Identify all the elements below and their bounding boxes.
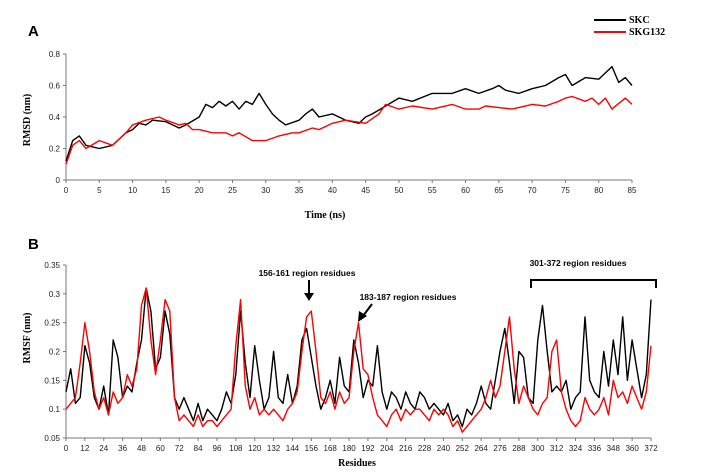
panel-b-xtick-label: 372 — [644, 444, 658, 453]
panel-a-series-skg132 — [65, 95, 633, 165]
panel-a-xtick-label: 20 — [195, 186, 204, 195]
panel-b-xtick-label: 120 — [248, 444, 262, 453]
panel-a-plot: 0 0.2 0.4 0.6 0.8 0 5 10 15 20 25 30 35 40 45 50 55 60 65 7… — [49, 50, 637, 195]
panel-b-ytick-label: 0.15 — [44, 376, 60, 385]
panel-b-xtick-label: 132 — [267, 444, 281, 453]
panel-a-xtick-label: 80 — [594, 186, 603, 195]
panel-b-xtick-label: 312 — [550, 444, 564, 453]
panel-b-xtick-label: 300 — [531, 444, 545, 453]
panel-b-ytick-label: 0.1 — [49, 405, 61, 414]
annotation-arrow-183-187 — [362, 303, 373, 317]
panel-b-xtick-label: 48 — [137, 444, 146, 453]
panel-a-xlabel: Time (ns) — [305, 210, 346, 221]
annotation-301-372: 301-372 region residues — [530, 258, 627, 268]
panel-b-xlabel: Residues — [338, 458, 376, 469]
panel-a-xtick-label: 35 — [295, 186, 304, 195]
panel-a-letter: A — [28, 23, 39, 40]
panel-b-plot: 0.05 0.1 0.15 0.2 0.25 0.3 0.35 0 12 24 36 48 60 72 84… — [44, 261, 658, 453]
annotation-bracket-301-372 — [530, 279, 657, 288]
panel-a-xtick-label: 15 — [161, 186, 170, 195]
panel-b-xtick-label: 360 — [625, 444, 639, 453]
panel-b-xtick-label: 108 — [229, 444, 243, 453]
panel-b-ytick-label: 0.05 — [44, 434, 60, 443]
panel-a-xtick-label: 65 — [494, 186, 503, 195]
panel-a-xtick-label: 45 — [361, 186, 370, 195]
panel-a-ylabel: RMSD (nm) — [22, 94, 33, 147]
panel-b-xtick-label: 60 — [156, 444, 165, 453]
panel-b-xtick-label: 288 — [512, 444, 526, 453]
panel-a-xtick-label: 55 — [428, 186, 437, 195]
panel-b-ytick-label: 0.2 — [49, 348, 61, 357]
panel-a-ytick-label: 0.2 — [49, 145, 61, 154]
panel-b-xtick-label: 36 — [118, 444, 127, 453]
panel-b-xtick-label: 24 — [99, 444, 108, 453]
panel-b-xtick-label: 324 — [569, 444, 583, 453]
legend: SKC SKG132 — [594, 15, 665, 38]
panel-b-xtick-label: 84 — [194, 444, 203, 453]
panel-b-xtick-label: 0 — [64, 444, 69, 453]
panel-b-xtick-label: 228 — [418, 444, 432, 453]
annotation-arrowhead-156-161 — [304, 293, 314, 301]
annotation-arrowhead-183-187 — [358, 311, 367, 322]
panel-b-xtick-label: 12 — [80, 444, 89, 453]
panel-b-xtick-label: 348 — [607, 444, 621, 453]
panel-b-ylabel: RMSF (nm) — [22, 312, 33, 363]
panel-b-xtick-label: 144 — [286, 444, 300, 453]
panel-b-xtick-label: 216 — [399, 444, 413, 453]
panel-a-ytick-label: 0.8 — [49, 50, 61, 59]
annotation-183-187: 183-187 region residues — [360, 292, 457, 302]
panel-a-xtick-label: 60 — [461, 186, 470, 195]
panel-a-xtick-label: 10 — [128, 186, 137, 195]
panel-b-letter: B — [28, 236, 39, 253]
panel-b-xtick-label: 96 — [213, 444, 222, 453]
annotation-156-161: 156-161 region residues — [259, 268, 356, 278]
panel-a-xtick-label: 40 — [328, 186, 337, 195]
panel-b-ytick-label: 0.25 — [44, 319, 60, 328]
panel-b-xtick-label: 252 — [456, 444, 470, 453]
panel-b-xtick-label: 240 — [437, 444, 451, 453]
panel-b-xtick-label: 276 — [493, 444, 507, 453]
panel-a-ytick-label: 0 — [56, 176, 61, 185]
panel-b-xtick-label: 72 — [175, 444, 184, 453]
panel-b-ytick-label: 0.3 — [49, 290, 61, 299]
panel-a-xtick-label: 0 — [64, 186, 69, 195]
panel-a-xtick-label: 75 — [561, 186, 570, 195]
panel-b-xtick-label: 156 — [305, 444, 319, 453]
panel-b-series-skc — [65, 287, 652, 428]
panel-b-xtick-label: 264 — [474, 444, 488, 453]
panel-b-xtick-label: 192 — [361, 444, 375, 453]
panel-a-xtick-label: 30 — [261, 186, 270, 195]
panel-b-series-skg132 — [65, 287, 652, 433]
panel-a-xtick-label: 50 — [394, 186, 403, 195]
panel-a-xtick-label: 85 — [628, 186, 637, 195]
panel-a-xtick-label: 5 — [97, 186, 102, 195]
legend-label-skc: SKC — [629, 15, 650, 26]
panel-a-ytick-label: 0.6 — [49, 82, 61, 91]
legend-label-skg132: SKG132 — [629, 27, 665, 38]
panel-a-xtick-label: 70 — [528, 186, 537, 195]
panel-a-series-skc — [65, 65, 633, 162]
panel-b-ytick-label: 0.35 — [44, 261, 60, 270]
panel-a-xtick-label: 25 — [228, 186, 237, 195]
panel-a-ytick-label: 0.4 — [49, 113, 61, 122]
panel-b-xtick-label: 180 — [342, 444, 356, 453]
panel-b-xtick-label: 204 — [380, 444, 394, 453]
panel-b-xtick-label: 336 — [588, 444, 602, 453]
panel-b-xtick-label: 168 — [324, 444, 338, 453]
